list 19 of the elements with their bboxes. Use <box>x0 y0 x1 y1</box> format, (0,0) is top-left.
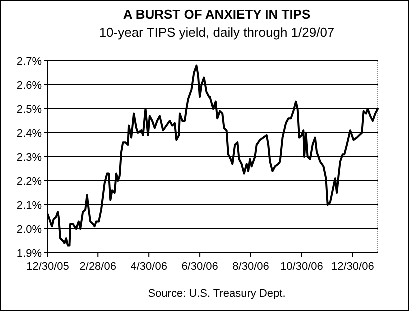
x-tick-label: 12/30/05 <box>26 261 70 273</box>
y-tick-label: 2.6% <box>16 80 42 92</box>
y-tick-label: 2.0% <box>16 224 42 236</box>
y-tick-label: 2.1% <box>16 200 42 212</box>
y-tick-label: 1.9% <box>16 248 42 260</box>
x-tick-label: 12/30/06 <box>332 261 374 273</box>
y-tick-label: 2.7% <box>16 56 42 68</box>
y-tick-label: 2.2% <box>16 176 42 188</box>
y-tick-label: 2.4% <box>16 128 42 140</box>
chart-title: A BURST OF ANXIETY IN TIPS <box>123 7 311 22</box>
y-tick-label: 2.5% <box>16 104 42 116</box>
y-tick-label: 2.3% <box>16 152 42 164</box>
x-tick-label: 8/30/06 <box>232 261 270 273</box>
source-note: Source: U.S. Treasury Dept. <box>148 288 286 300</box>
x-tick-label: 2/28/06 <box>80 261 116 273</box>
x-tick-label: 6/30/06 <box>182 261 218 273</box>
x-tick-label: 10/30/06 <box>280 261 324 273</box>
x-tick-label: 4/30/06 <box>130 261 168 273</box>
chart-subtitle: 10-year TIPS yield, daily through 1/29/07 <box>99 25 335 40</box>
